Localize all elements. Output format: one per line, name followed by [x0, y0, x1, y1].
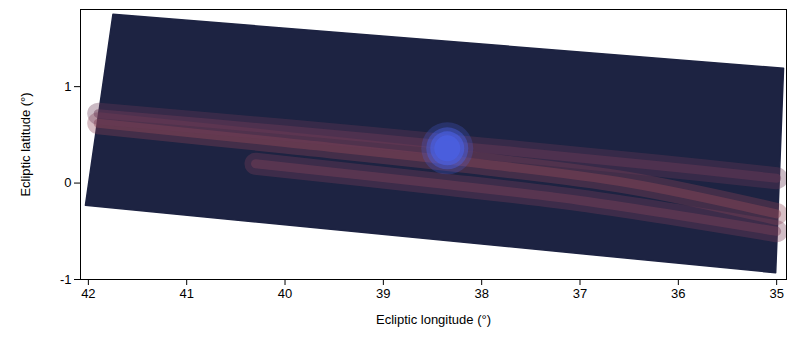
svg-text:0: 0 [64, 175, 71, 190]
svg-text:41: 41 [179, 286, 193, 301]
svg-text:-1: -1 [60, 272, 72, 287]
svg-text:42: 42 [81, 286, 95, 301]
svg-text:Ecliptic longitude (°): Ecliptic longitude (°) [376, 312, 491, 327]
svg-text:40: 40 [278, 286, 292, 301]
svg-text:35: 35 [769, 286, 783, 301]
svg-text:Ecliptic latitude (°): Ecliptic latitude (°) [18, 92, 33, 196]
svg-text:37: 37 [573, 286, 587, 301]
svg-text:39: 39 [376, 286, 390, 301]
svg-text:38: 38 [474, 286, 488, 301]
svg-text:1: 1 [64, 79, 71, 94]
svg-text:36: 36 [671, 286, 685, 301]
